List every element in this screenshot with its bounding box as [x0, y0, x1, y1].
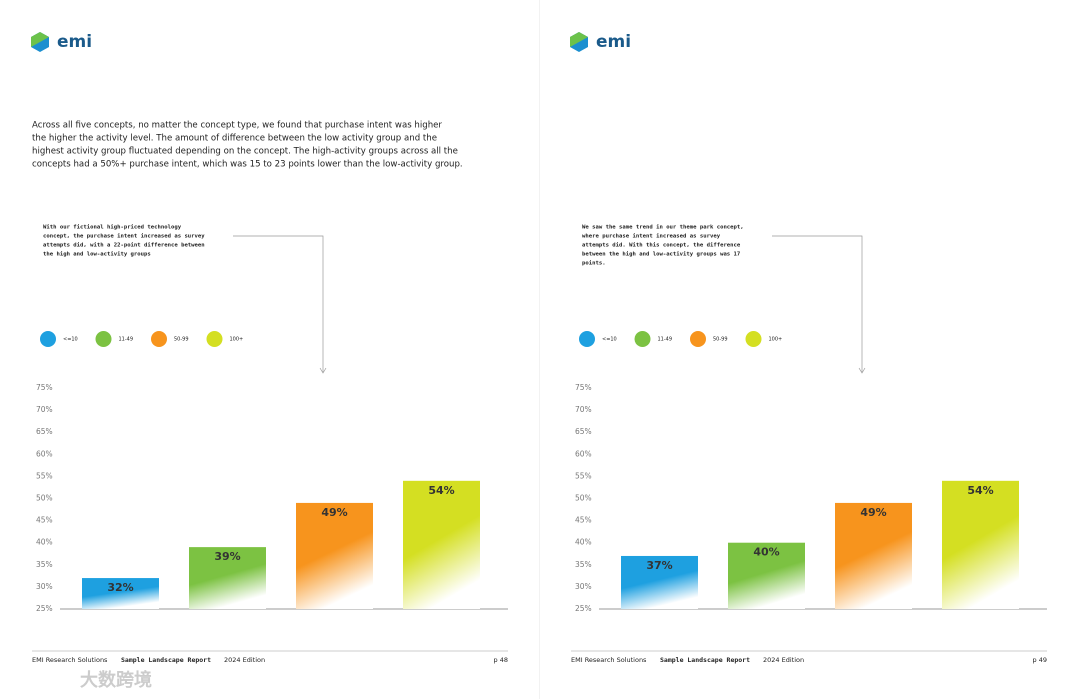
footer-org: EMI Research Solutions — [571, 656, 647, 664]
legend-swatch — [40, 331, 56, 347]
y-tick-label: 60% — [36, 449, 53, 458]
y-tick-label: 30% — [575, 582, 592, 591]
y-tick-label: 75% — [575, 383, 592, 392]
y-tick-label: 65% — [36, 427, 53, 436]
logo-text: emi — [596, 32, 631, 52]
intro-line: Across all five concepts, no matter the … — [32, 121, 442, 131]
legend-swatch — [690, 331, 706, 347]
bar — [942, 480, 1019, 609]
footer-page: p 49 — [1033, 656, 1047, 664]
note-arrow-head — [319, 367, 327, 374]
y-tick-label: 70% — [575, 405, 592, 414]
y-tick-label: 55% — [575, 471, 592, 480]
bar — [835, 502, 912, 609]
value-label: 54% — [428, 484, 454, 497]
legend-swatch — [95, 331, 112, 347]
y-tick-label: 40% — [36, 538, 53, 547]
footer-edition: 2024 Edition — [763, 656, 804, 664]
bar — [296, 502, 373, 609]
y-tick-label: 25% — [575, 604, 592, 613]
logo-text: emi — [57, 32, 92, 52]
value-label: 37% — [646, 559, 672, 572]
note-line: attempts did, with a 22-point difference… — [43, 243, 205, 249]
logo-icon-accent — [31, 32, 49, 47]
legend-label: 100+ — [230, 337, 244, 343]
bar — [621, 555, 698, 609]
value-label: 49% — [321, 506, 347, 519]
value-label: 40% — [753, 546, 779, 559]
note-line: attempts did. With this concept, the dif… — [582, 243, 741, 249]
legend-swatch — [151, 331, 167, 347]
note-line: concept, the purchase intent increased a… — [43, 234, 205, 240]
legend-swatch — [579, 331, 595, 347]
footer-report: Sample Landscape Report — [121, 656, 211, 664]
note-line: points. — [582, 261, 606, 267]
value-label: 54% — [967, 484, 993, 497]
bar — [189, 547, 266, 609]
logo-icon-accent — [570, 32, 588, 47]
legend-swatch — [206, 331, 223, 347]
y-tick-label: 70% — [36, 405, 53, 414]
y-tick-label: 30% — [36, 582, 53, 591]
intro-line: highest activity group fluctuated depend… — [32, 147, 458, 157]
legend-label: 11-49 — [658, 337, 673, 343]
y-tick-label: 25% — [36, 604, 53, 613]
y-tick-label: 45% — [36, 516, 53, 525]
footer-org: EMI Research Solutions — [32, 656, 108, 664]
y-tick-label: 45% — [575, 516, 592, 525]
note-line: between the high and low-activity groups… — [582, 252, 740, 258]
legend-label: 50-99 — [713, 337, 728, 343]
note-line: With our fictional high-priced technolog… — [43, 225, 182, 231]
legend-swatch — [745, 331, 762, 347]
legend-label: 11-49 — [119, 337, 134, 343]
footer-page: p 48 — [494, 656, 508, 664]
y-tick-label: 55% — [36, 471, 53, 480]
intro-line: the higher the activity level. The amoun… — [32, 134, 437, 144]
y-tick-label: 40% — [575, 538, 592, 547]
y-tick-label: 50% — [575, 494, 592, 503]
y-tick-label: 65% — [575, 427, 592, 436]
value-label: 49% — [860, 506, 886, 519]
note-arrow — [233, 235, 324, 372]
note-line: where purchase intent increased as surve… — [582, 234, 721, 240]
legend-label: <=10 — [63, 337, 78, 343]
legend-label: 100+ — [769, 337, 783, 343]
legend-swatch — [634, 331, 651, 347]
note-line: We saw the same trend in our theme park … — [582, 225, 744, 231]
note-arrow-head — [858, 367, 866, 374]
bar — [403, 480, 480, 609]
intro-line: concepts had a 50%+ purchase intent, whi… — [32, 160, 463, 170]
legend-label: <=10 — [602, 337, 617, 343]
legend-label: 50-99 — [174, 337, 189, 343]
value-label: 39% — [214, 550, 240, 563]
note-line: the high and low-activity groups — [43, 252, 151, 258]
bar — [82, 578, 159, 609]
y-tick-label: 50% — [36, 494, 53, 503]
y-tick-label: 35% — [575, 560, 592, 569]
note-arrow — [772, 235, 863, 372]
watermark: 大数跨境 — [80, 669, 152, 691]
value-label: 32% — [107, 581, 133, 594]
bar — [728, 542, 805, 609]
y-tick-label: 60% — [575, 449, 592, 458]
footer-edition: 2024 Edition — [224, 656, 265, 664]
footer-report: Sample Landscape Report — [660, 656, 750, 664]
y-tick-label: 75% — [36, 383, 53, 392]
y-tick-label: 35% — [36, 560, 53, 569]
